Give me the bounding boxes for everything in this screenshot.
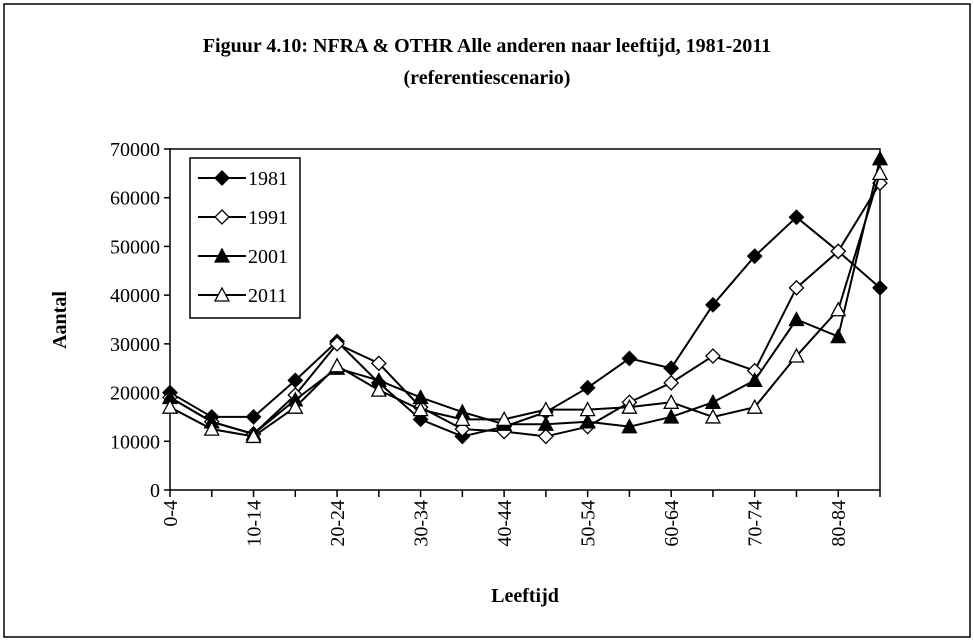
data-point: [454, 410, 471, 427]
y-tick-label: 30000: [110, 334, 160, 356]
y-tick-label: 40000: [110, 285, 160, 307]
series-line: [169, 215, 881, 438]
legend-marker: [213, 286, 231, 302]
data-point: [621, 418, 638, 434]
x-axis-label: Leeftijd: [491, 585, 559, 607]
data-point: [370, 355, 387, 372]
legend-label: 1981: [248, 168, 288, 190]
x-tick-label: 30-34: [411, 500, 433, 547]
y-tick-label: 70000: [110, 139, 160, 161]
legend-label: 2011: [248, 285, 287, 307]
legend: [189, 157, 301, 319]
x-tick-label: 80-84: [828, 500, 850, 547]
data-point: [496, 410, 513, 427]
legend-marker: [213, 247, 231, 263]
y-tick-label: 0: [150, 480, 160, 502]
data-point: [704, 408, 722, 424]
x-tick-label: 70-74: [745, 500, 767, 547]
legend-marker: [214, 170, 230, 186]
data-point: [621, 350, 638, 367]
data-point: [746, 248, 763, 265]
legend-label: 2001: [248, 246, 288, 268]
data-point: [161, 398, 179, 414]
data-point: [621, 398, 638, 414]
data-point: [287, 398, 304, 414]
data-point: [203, 420, 220, 436]
data-point: [788, 311, 805, 327]
data-point: [788, 279, 805, 296]
y-tick-label: 50000: [110, 236, 160, 258]
data-point: [746, 372, 763, 388]
data-point: [704, 393, 722, 409]
frame: [3, 3, 971, 638]
data-point: [788, 347, 805, 363]
x-tick-label: 50-54: [578, 500, 600, 547]
data-point: [872, 279, 888, 296]
data-point: [245, 428, 262, 444]
data-point: [663, 408, 680, 424]
data-point: [537, 401, 554, 417]
data-point: [328, 357, 346, 373]
y-tick-label: 20000: [110, 383, 160, 405]
data-point: [663, 393, 680, 409]
data-point: [537, 415, 554, 431]
data-point: [245, 409, 262, 425]
y-axis-label: Aantal: [49, 291, 71, 349]
data-point: [830, 301, 847, 317]
data-point: [579, 401, 596, 417]
data-point: [871, 150, 889, 166]
data-point: [579, 413, 596, 429]
y-tick-label: 10000: [110, 431, 160, 453]
x-tick-label: 0-4: [160, 500, 182, 527]
data-point: [663, 374, 680, 391]
x-tick-label: 20-24: [327, 500, 349, 547]
data-point: [579, 379, 596, 396]
data-point: [705, 296, 721, 313]
chart-subtitle: (referentiescenario): [404, 67, 571, 89]
data-point: [705, 348, 721, 364]
data-point: [830, 243, 847, 260]
legend-marker: [214, 209, 230, 225]
data-point: [788, 209, 805, 226]
x-tick-label: 10-14: [244, 500, 266, 547]
data-point: [830, 328, 847, 344]
data-point: [329, 335, 345, 352]
data-point: [537, 428, 554, 445]
data-point: [871, 164, 889, 181]
plot-area: [169, 148, 881, 491]
data-point: [746, 398, 763, 414]
data-point: [412, 401, 429, 417]
data-point: [370, 381, 387, 397]
y-tick-label: 60000: [110, 188, 160, 210]
chart-title: Figuur 4.10: NFRA & OTHR Alle anderen na…: [203, 35, 771, 57]
series-line: [169, 182, 881, 438]
x-tick-label: 60-64: [661, 500, 683, 547]
x-tick-label: 40-44: [494, 500, 516, 547]
legend-label: 1991: [248, 207, 288, 229]
